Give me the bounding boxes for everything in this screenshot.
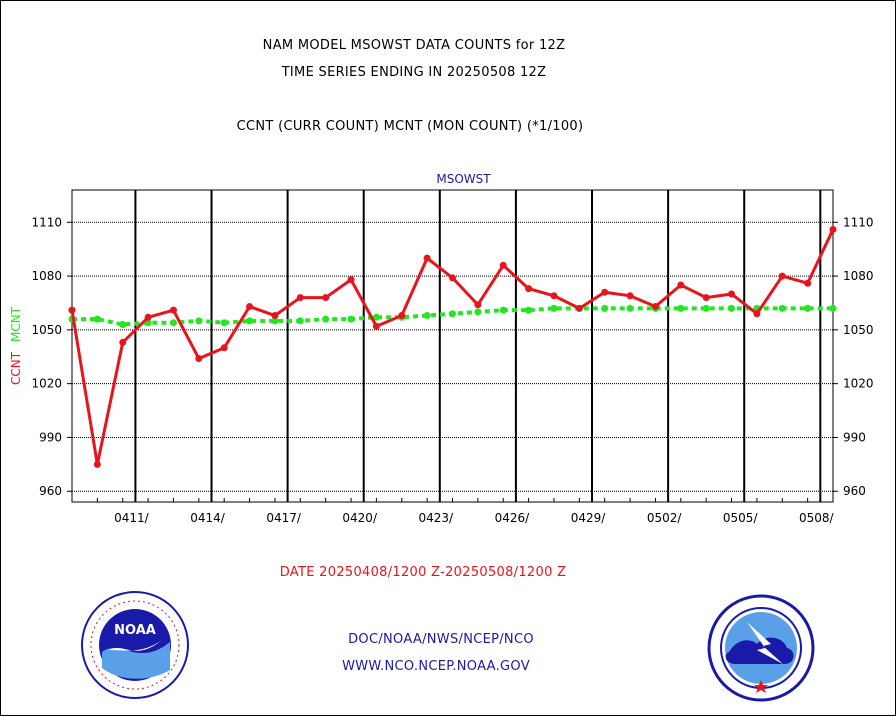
x-tick-label: 0423/: [419, 511, 455, 525]
y-axis-label-mcnt: MCNT: [9, 306, 23, 342]
mcnt-point: [601, 304, 609, 312]
ccnt-point: [144, 313, 152, 321]
x-tick-label: 0411/: [114, 511, 150, 525]
y-tick-label-right: 990: [843, 430, 866, 444]
ccnt-point: [829, 225, 837, 233]
ccnt-point: [474, 301, 482, 309]
y-tick-label-right: 1050: [843, 323, 874, 337]
ccnt-point: [728, 290, 736, 298]
ccnt-point: [626, 292, 634, 300]
mcnt-point: [677, 304, 685, 312]
mcnt-point: [195, 317, 203, 325]
x-axis-label: DATE 20250408/1200 Z-20250508/1200 Z: [279, 565, 567, 580]
x-tick-label: 0420/: [342, 511, 378, 525]
chart-header-line1: NAM MODEL MSOWST DATA COUNTS for 12Z: [262, 38, 566, 53]
mcnt-point: [169, 319, 177, 327]
ccnt-point: [753, 310, 761, 318]
ccnt-point: [322, 294, 330, 302]
ccnt-point: [575, 304, 583, 312]
ccnt-point: [246, 303, 254, 311]
y-tick-label-left: 1050: [31, 323, 62, 337]
y-tick-label-right: 1110: [843, 215, 874, 229]
mcnt-point: [499, 306, 507, 314]
y-tick-label-right: 1020: [843, 377, 874, 391]
plot-area-frame: [71, 189, 834, 503]
y-tick-label-left: 960: [39, 484, 62, 498]
mcnt-point: [525, 306, 533, 314]
x-tick-label: 0417/: [266, 511, 302, 525]
y-tick-label-right: 1080: [843, 269, 874, 283]
ccnt-point: [119, 338, 127, 346]
x-tick-label: 0429/: [571, 511, 607, 525]
ccnt-point: [499, 261, 507, 269]
mcnt-point: [423, 312, 431, 320]
mcnt-point: [322, 315, 330, 323]
ccnt-point: [68, 306, 76, 314]
chart-header-line3: CCNT (CURR COUNT) MCNT (MON COUNT) (*1/1…: [236, 119, 584, 134]
ccnt-point: [423, 254, 431, 262]
noaa-logo: NOAA: [81, 591, 189, 699]
ccnt-point: [550, 292, 558, 300]
mcnt-point: [220, 319, 228, 327]
ccnt-point: [651, 303, 659, 311]
x-tick-label: 0414/: [190, 511, 226, 525]
ccnt-point: [601, 288, 609, 296]
x-tick-label: 0508/: [799, 511, 835, 525]
footer-link-doc[interactable]: DOC/NOAA/NWS/NCEP/NCO: [348, 632, 534, 647]
y-tick-label-left: 1020: [31, 377, 62, 391]
mcnt-point: [728, 304, 736, 312]
y-tick-label-right: 960: [843, 484, 866, 498]
ccnt-point: [271, 312, 279, 320]
nws-logo: [707, 594, 815, 702]
mcnt-point: [829, 304, 837, 312]
footer-link-website[interactable]: WWW.NCO.NCEP.NOAA.GOV: [342, 659, 530, 674]
mcnt-point: [804, 304, 812, 312]
ccnt-point: [347, 276, 355, 284]
y-axis-label-ccnt: CCNT: [9, 351, 23, 385]
ccnt-point: [195, 355, 203, 363]
mcnt-point: [626, 304, 634, 312]
y-tick-label-left: 990: [39, 430, 62, 444]
chart-title: MSOWST: [436, 172, 491, 186]
mcnt-point: [372, 313, 380, 321]
mcnt-point: [296, 317, 304, 325]
mcnt-point: [93, 315, 101, 323]
mcnt-point: [550, 304, 558, 312]
x-tick-label: 0505/: [723, 511, 759, 525]
ccnt-series-line: [70, 228, 835, 465]
mcnt-point: [271, 317, 279, 325]
ccnt-point: [398, 312, 406, 320]
x-tick-label: 0426/: [495, 511, 531, 525]
mcnt-point: [347, 315, 355, 323]
y-tick-label-left: 1080: [31, 269, 62, 283]
ccnt-point: [220, 344, 228, 352]
chart-header-line2: TIME SERIES ENDING IN 20250508 12Z: [281, 65, 547, 80]
ccnt-point: [677, 281, 685, 289]
mcnt-point: [474, 308, 482, 316]
mcnt-point: [778, 304, 786, 312]
ccnt-point: [702, 294, 710, 302]
ccnt-point: [93, 460, 101, 468]
ccnt-point: [372, 322, 380, 330]
ccnt-point: [804, 279, 812, 287]
ccnt-point: [778, 272, 786, 280]
ccnt-point: [449, 274, 456, 282]
y-tick-label-left: 1110: [31, 215, 62, 229]
x-tick-label: 0502/: [647, 511, 683, 525]
svg-text:NOAA: NOAA: [114, 623, 156, 638]
mcnt-point: [119, 320, 127, 328]
mcnt-point: [702, 304, 710, 312]
ccnt-point: [525, 285, 533, 293]
ccnt-point: [296, 294, 304, 302]
mcnt-point: [246, 317, 254, 325]
mcnt-point: [449, 310, 456, 318]
ccnt-point: [169, 306, 177, 314]
